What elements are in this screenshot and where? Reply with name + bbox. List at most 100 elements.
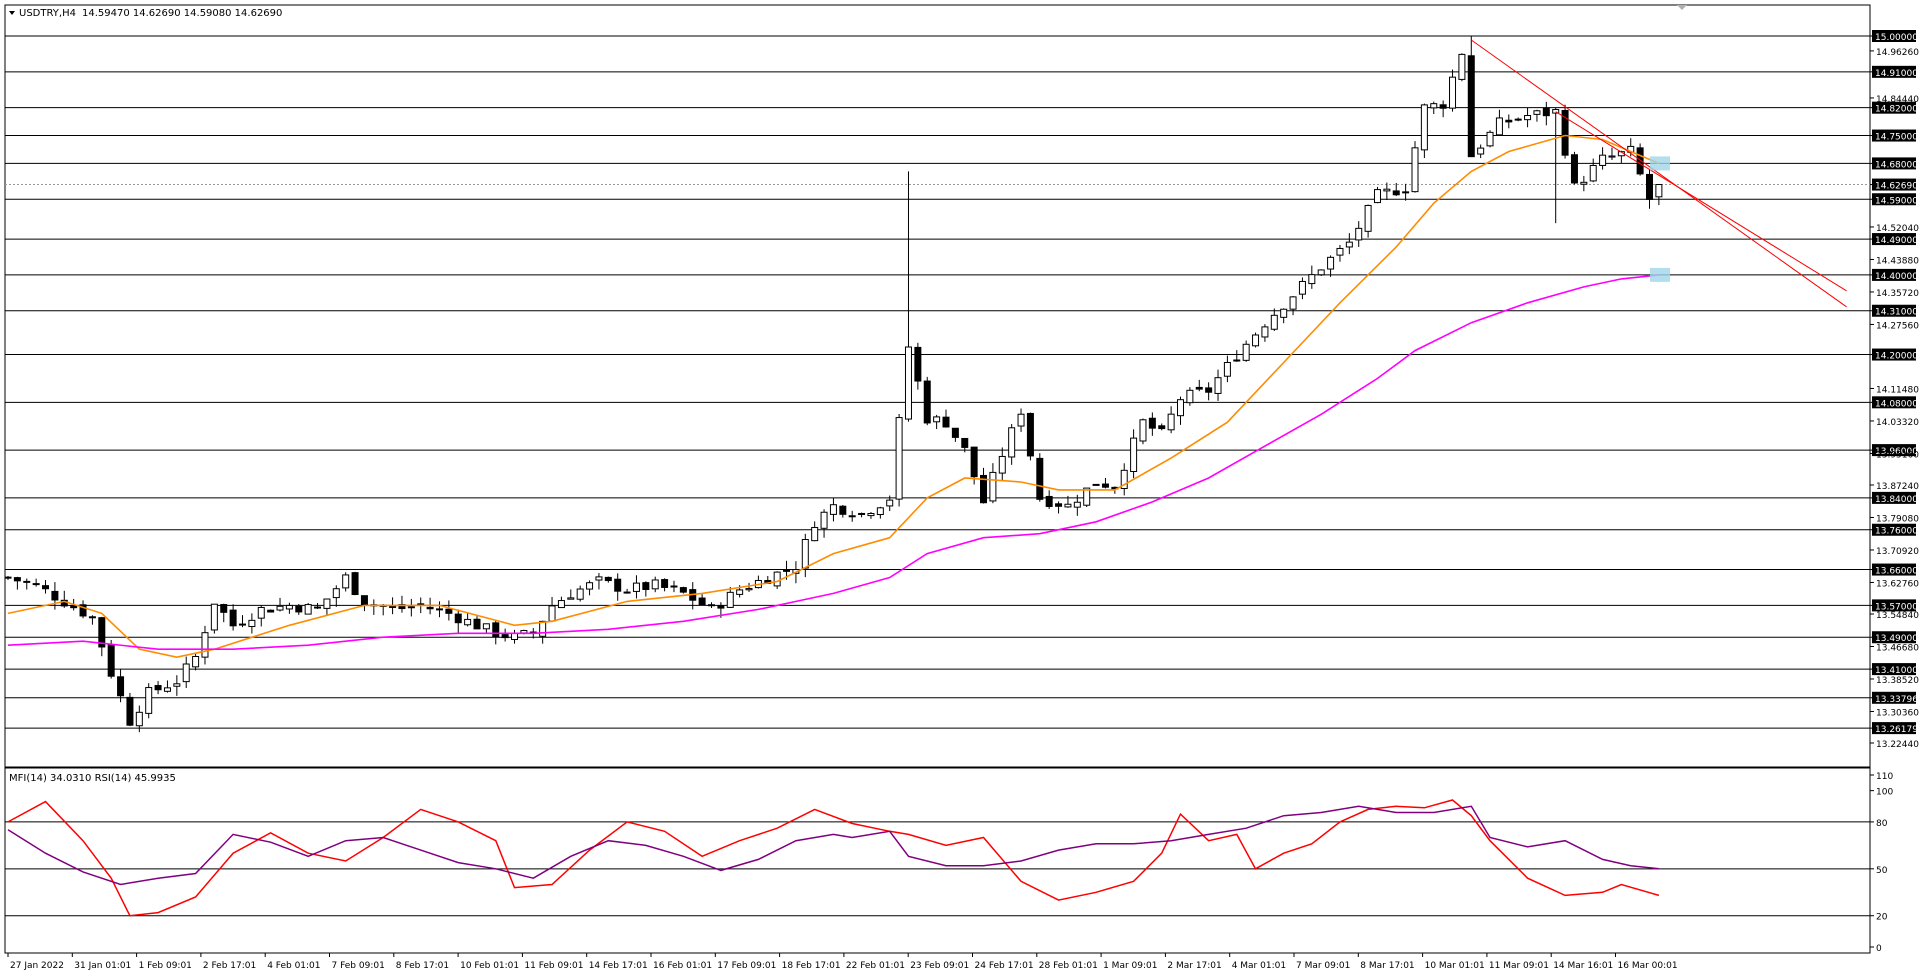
candle-body[interactable] — [1026, 412, 1034, 457]
candle-body[interactable] — [632, 582, 640, 592]
candle-body[interactable] — [23, 580, 31, 583]
candle-body[interactable] — [88, 616, 96, 619]
candle-body[interactable] — [1430, 103, 1438, 109]
candle-body[interactable] — [811, 527, 819, 542]
candle-body[interactable] — [801, 539, 809, 569]
candle-body[interactable] — [642, 582, 650, 590]
price-marker[interactable] — [1650, 267, 1670, 282]
candle-body[interactable] — [848, 515, 856, 518]
candle-body[interactable] — [745, 588, 753, 591]
candle-body[interactable] — [1298, 280, 1306, 295]
candle-body[interactable] — [13, 577, 21, 582]
candle-body[interactable] — [1646, 173, 1653, 200]
candle-body[interactable] — [257, 606, 265, 619]
candle-body[interactable] — [586, 582, 594, 590]
candle-body[interactable] — [1383, 188, 1391, 192]
candle-body[interactable] — [323, 598, 331, 609]
candle-body[interactable] — [1195, 386, 1203, 390]
candle-body[interactable] — [989, 471, 997, 502]
candle-body[interactable] — [117, 676, 125, 697]
candle-body[interactable] — [407, 606, 415, 609]
candle-body[interactable] — [1477, 147, 1485, 155]
candle-body[interactable] — [229, 609, 237, 627]
candle-body[interactable] — [923, 380, 931, 424]
candle-body[interactable] — [679, 587, 687, 593]
candle-body[interactable] — [1083, 487, 1091, 506]
candle-body[interactable] — [1608, 155, 1616, 158]
candle-body[interactable] — [210, 603, 218, 631]
candle-body[interactable] — [1373, 189, 1381, 204]
scroll-marker-icon[interactable] — [1677, 5, 1687, 10]
candle-body[interactable] — [717, 605, 725, 609]
candle-body[interactable] — [1345, 241, 1353, 248]
candle-body[interactable] — [670, 585, 678, 588]
candle-body[interactable] — [154, 685, 162, 691]
candle-body[interactable] — [1505, 119, 1513, 123]
candle-body[interactable] — [1449, 76, 1457, 109]
candle-body[interactable] — [1233, 359, 1241, 362]
candle-body[interactable] — [604, 576, 612, 582]
candle-body[interactable] — [661, 579, 669, 588]
candle-body[interactable] — [192, 656, 200, 668]
candle-body[interactable] — [389, 605, 397, 608]
candle-body[interactable] — [998, 455, 1006, 474]
candle-body[interactable] — [914, 346, 922, 382]
candle-body[interactable] — [1420, 104, 1428, 151]
candle-body[interactable] — [933, 416, 941, 423]
trendline-2-line[interactable] — [1555, 111, 1847, 292]
candle-body[interactable] — [829, 504, 837, 515]
candle-body[interactable] — [511, 632, 519, 640]
candle-body[interactable] — [1101, 483, 1109, 488]
mfi14-line[interactable] — [7, 799, 1660, 917]
candle-body[interactable] — [1092, 483, 1100, 486]
candle-body[interactable] — [895, 417, 903, 500]
candle-body[interactable] — [980, 474, 988, 504]
candle-body[interactable] — [1636, 147, 1644, 175]
candle-body[interactable] — [886, 499, 894, 507]
candle-body[interactable] — [314, 606, 322, 609]
candle-body[interactable] — [858, 512, 866, 515]
candle-body[interactable] — [1045, 495, 1053, 507]
candle-body[interactable] — [182, 663, 190, 683]
candle-body[interactable] — [576, 588, 584, 600]
candle-body[interactable] — [651, 579, 659, 590]
candle-body[interactable] — [492, 622, 500, 638]
candle-body[interactable] — [98, 617, 106, 648]
candle-body[interactable] — [1580, 181, 1588, 185]
candle-body[interactable] — [1289, 296, 1297, 310]
candle-body[interactable] — [1177, 399, 1184, 417]
candle-body[interactable] — [126, 696, 134, 726]
candle-body[interactable] — [1524, 115, 1532, 121]
candle-body[interactable] — [1055, 503, 1063, 507]
candle-body[interactable] — [1158, 425, 1166, 430]
candle-body[interactable] — [1036, 457, 1044, 500]
candle-body[interactable] — [51, 590, 59, 601]
candle-body[interactable] — [342, 574, 350, 589]
candle-body[interactable] — [32, 583, 40, 586]
candle-body[interactable] — [1467, 55, 1475, 158]
candle-body[interactable] — [1214, 377, 1222, 394]
candle-body[interactable] — [726, 591, 734, 608]
candle-body[interactable] — [248, 619, 256, 628]
candle-body[interactable] — [1139, 419, 1147, 442]
candle-body[interactable] — [201, 632, 209, 658]
candle-body[interactable] — [473, 618, 481, 630]
candle-body[interactable] — [820, 511, 828, 529]
candle-body[interactable] — [1223, 361, 1231, 377]
candle-body[interactable] — [173, 683, 181, 687]
candle-body[interactable] — [1327, 256, 1335, 270]
candle-body[interactable] — [454, 613, 462, 624]
candle-body[interactable] — [482, 623, 490, 630]
candle-body[interactable] — [79, 604, 87, 617]
candle-body[interactable] — [332, 588, 340, 599]
candle-body[interactable] — [736, 589, 744, 595]
candle-body[interactable] — [295, 605, 303, 613]
candle-body[interactable] — [1458, 53, 1466, 80]
rsi14-line[interactable] — [7, 805, 1659, 886]
candle-body[interactable] — [1261, 326, 1269, 338]
candle-body[interactable] — [1486, 131, 1494, 147]
candle-body[interactable] — [614, 578, 622, 592]
candle-body[interactable] — [1336, 247, 1344, 256]
candle-body[interactable] — [951, 427, 959, 438]
candle-body[interactable] — [1317, 269, 1325, 276]
